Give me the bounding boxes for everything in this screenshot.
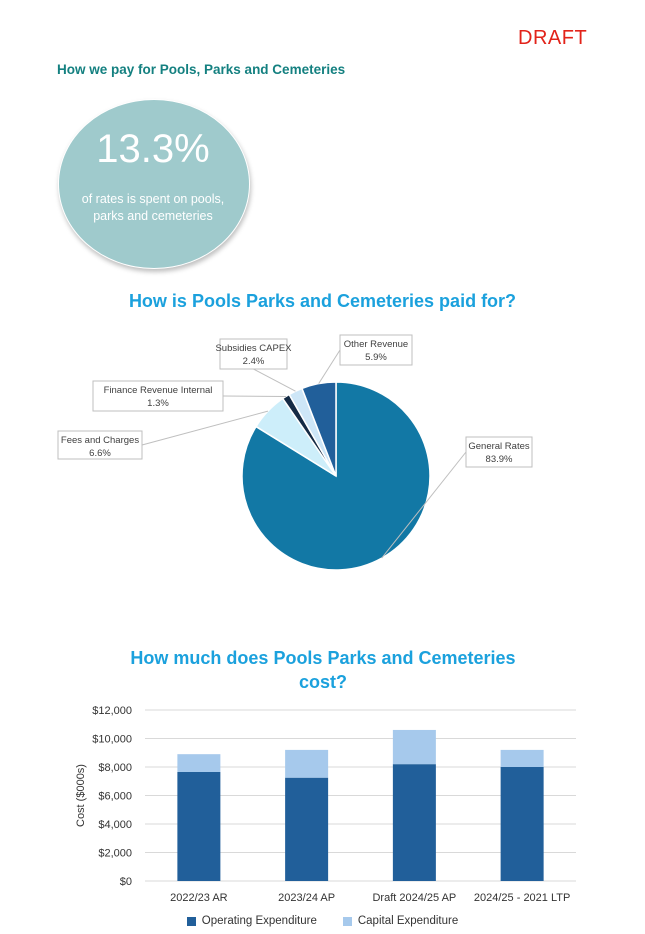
section-heading: How we pay for Pools, Parks and Cemeteri…: [57, 62, 346, 77]
bar-segment: [500, 767, 544, 881]
bar-segment: [177, 771, 221, 881]
pie-callout-label: General Rates: [468, 441, 530, 452]
x-tick-label: 2023/24 AP: [278, 892, 335, 904]
bar-segment: [392, 764, 436, 881]
y-tick-label: $12,000: [92, 705, 132, 717]
legend-item-operating: Operating Expenditure: [186, 915, 317, 927]
x-tick-label: 2022/23 AR: [170, 892, 228, 904]
bar-chart-title: How much does Pools Parks and Cemeteries…: [130, 648, 516, 692]
y-tick-label: $10,000: [92, 734, 132, 746]
stat-circle: [58, 99, 250, 269]
bar-segment: [285, 777, 329, 881]
pie-callout-box: [219, 338, 288, 370]
y-tick-label: $6,000: [98, 791, 132, 803]
stat-value: 13.3%: [96, 127, 210, 171]
pie-callout-value: 83.9%: [486, 454, 513, 465]
pie-callout-value: 1.3%: [147, 398, 169, 409]
y-tick-label: $8,000: [98, 762, 132, 774]
pie-callout-box: [92, 380, 224, 412]
pie-callout-box: [465, 436, 533, 468]
pie-slice: [301, 381, 337, 477]
bar-segment: [177, 754, 221, 772]
pie-callout-label: Subsidies CAPEX: [215, 343, 292, 354]
pie-chart-title: How is Pools Parks and Cemeteries paid f…: [128, 291, 517, 311]
pie-callout-box: [57, 430, 143, 460]
pie-leader-line: [381, 451, 467, 559]
bar-segment: [500, 749, 544, 767]
legend-item-capital: Capital Expenditure: [342, 915, 459, 927]
legend-label-capital: Capital Expenditure: [357, 915, 459, 927]
pie-callout-label: Fees and Charges: [61, 435, 139, 446]
pie-callout-value: 2.4%: [243, 356, 265, 367]
pie-callout-value: 5.9%: [365, 352, 387, 363]
pie-callout-box: [339, 334, 413, 366]
draft-label: DRAFT: [518, 27, 588, 49]
y-tick-label: $0: [120, 876, 132, 888]
bar-segment: [285, 749, 329, 778]
y-tick-label: $4,000: [98, 819, 132, 831]
y-axis-label: Cost ($000s): [75, 764, 87, 827]
y-tick-label: $2,000: [98, 848, 132, 860]
x-tick-label: 2024/25 - 2021 LTP: [474, 892, 570, 904]
pie-leader-line: [141, 410, 269, 446]
bar-segment: [392, 729, 436, 765]
bar-chart-legend: Operating Expenditure Capital Expenditur…: [0, 915, 645, 927]
pie-leader-line: [318, 349, 341, 384]
legend-swatch-operating: [186, 916, 196, 926]
pie-callout-label: Finance Revenue Internal: [104, 385, 213, 396]
legend-label-operating: Operating Expenditure: [201, 915, 317, 927]
stat-caption: of rates is spent on pools, parks and ce…: [81, 192, 225, 223]
legend-swatch-capital: [342, 916, 352, 926]
x-tick-label: Draft 2024/25 AP: [372, 892, 456, 904]
pie-leader-line: [253, 368, 296, 392]
stat-circle-callout: 13.3% of rates is spent on pools, parks …: [58, 99, 250, 269]
pie-callout-value: 6.6%: [89, 448, 111, 459]
pie-callout-label: Other Revenue: [344, 339, 408, 350]
